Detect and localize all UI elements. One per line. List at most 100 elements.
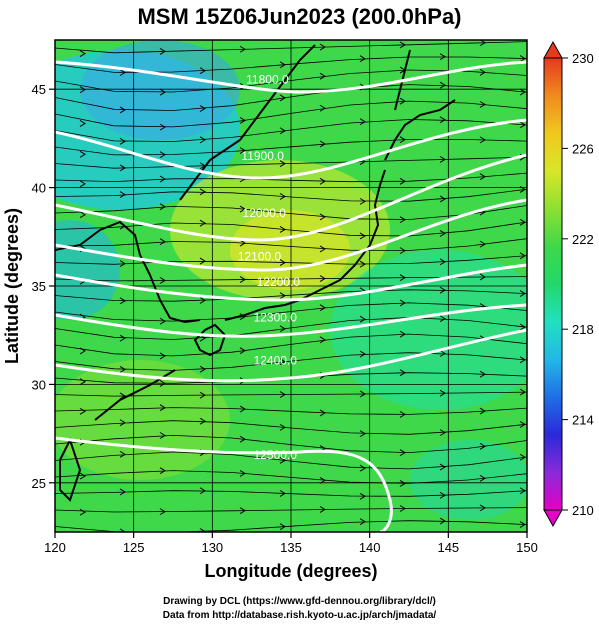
streamline-arrow — [119, 297, 126, 305]
streamline-arrow — [399, 97, 406, 105]
contour-12200 — [55, 263, 527, 302]
streamline-arrow — [319, 177, 326, 185]
contour-label: 12100.0 — [238, 249, 282, 263]
colorbar-tick-label: 222 — [572, 232, 594, 247]
chart-title: MSM 15Z06Jun2023 (200.0hPa) — [137, 4, 462, 29]
streamline-arrow — [439, 463, 446, 471]
streamline-arrow — [239, 147, 246, 154]
streamline-arrow — [439, 429, 446, 437]
streamline-arrow — [439, 230, 446, 237]
streamline-arrow — [159, 277, 166, 284]
streamline — [55, 302, 527, 322]
x-tick-label: 120 — [44, 540, 66, 555]
streamline-arrow — [279, 523, 286, 531]
y-tick-label: 40 — [32, 181, 46, 196]
streamline-arrow — [159, 508, 166, 516]
streamline-arrow — [399, 410, 406, 418]
contour-12100 — [55, 198, 527, 272]
streamline — [55, 317, 527, 340]
streamline-arrow — [279, 423, 286, 431]
streamline-arrow — [319, 477, 326, 484]
streamline-arrow — [159, 317, 166, 325]
colorbar-tick-label: 218 — [572, 322, 594, 337]
streamline-arrow — [159, 238, 166, 246]
streamline — [55, 420, 527, 435]
streamline-arrow — [479, 173, 486, 181]
streamline-arrow — [159, 379, 166, 387]
streamline-arrow — [439, 195, 446, 203]
x-tick-label: 135 — [280, 540, 302, 555]
streamline-arrow — [519, 521, 526, 528]
streamline-arrow — [159, 352, 166, 360]
streamline-arrow — [319, 104, 326, 112]
streamline-arrow — [399, 177, 406, 185]
grid-lines — [55, 40, 527, 532]
contour-label: 12000.0 — [243, 206, 287, 220]
streamline-arrow — [79, 378, 86, 386]
streamline-arrow — [479, 407, 486, 415]
streamline-arrow — [79, 347, 86, 355]
streamline-arrow — [119, 392, 126, 400]
streamline-arrow — [239, 347, 246, 355]
y-axis: 25 30 35 40 45 — [32, 82, 55, 491]
streamline-arrow — [359, 260, 366, 268]
y-tick-label: 45 — [32, 82, 46, 97]
cool-region-core — [80, 40, 240, 140]
streamline-arrow — [399, 216, 406, 224]
streamline-arrow — [119, 164, 126, 172]
streamline-arrow — [119, 191, 126, 199]
streamline-arrow — [519, 218, 526, 226]
streamline-arrow — [359, 197, 366, 205]
streamline-arrow — [279, 456, 286, 464]
streamline — [55, 289, 527, 302]
coast-japan-kyushu — [193, 323, 227, 357]
streamline — [55, 490, 527, 497]
coast-manchuria — [179, 44, 316, 201]
streamline-arrow — [519, 388, 526, 396]
streamline-arrow — [119, 419, 126, 427]
streamline-arrow — [199, 365, 206, 373]
colorbar-gradient — [543, 57, 563, 511]
footer-credit-drawing: Drawing by DCL (https://www.gfd-dennou.o… — [163, 596, 436, 607]
streamline-arrow — [359, 492, 366, 500]
streamline-arrow — [239, 435, 246, 443]
streamline-arrow — [319, 506, 326, 513]
streamline-arrow — [359, 55, 366, 63]
streamline-arrow — [159, 467, 166, 475]
colorbar-tick-label: 230 — [572, 51, 594, 66]
colorbar-min-triangle — [543, 509, 563, 528]
streamline-arrow — [279, 193, 286, 200]
streamline — [55, 333, 527, 357]
x-tick-label: 140 — [359, 540, 381, 555]
streamline-arrow — [439, 258, 446, 266]
streamline-arrow — [319, 72, 326, 80]
streamline-arrow — [239, 313, 246, 321]
streamline-arrow — [79, 180, 86, 188]
streamline-arrow — [319, 409, 326, 417]
streamline-arrow — [119, 450, 126, 458]
streamline-arrow — [279, 490, 286, 497]
streamline-arrow — [79, 50, 86, 58]
streamline-arrow — [439, 350, 446, 357]
streamline-arrow — [79, 120, 86, 127]
streamline-arrow — [319, 245, 326, 253]
streamline-arrow — [119, 260, 126, 268]
streamline-arrow — [159, 151, 166, 159]
streamline-arrow — [279, 259, 286, 266]
streamline-arrow — [439, 517, 446, 525]
streamline-arrow — [199, 219, 206, 227]
streamline-arrow — [519, 356, 526, 364]
colorbar: 210 214 218 222 226 230 — [543, 40, 594, 528]
streamline — [55, 156, 527, 169]
streamline-arrow — [399, 480, 406, 487]
y-tick-label: 25 — [32, 476, 46, 491]
streamline-arrow — [119, 488, 126, 496]
y-axis-label: Latitude (degrees) — [2, 208, 22, 364]
streamline-arrow — [79, 472, 86, 480]
coastline — [55, 44, 456, 502]
streamline-arrow — [439, 315, 446, 323]
streamline-arrow — [479, 474, 486, 482]
contour-12400 — [55, 328, 527, 383]
streamline-arrow — [319, 304, 326, 312]
